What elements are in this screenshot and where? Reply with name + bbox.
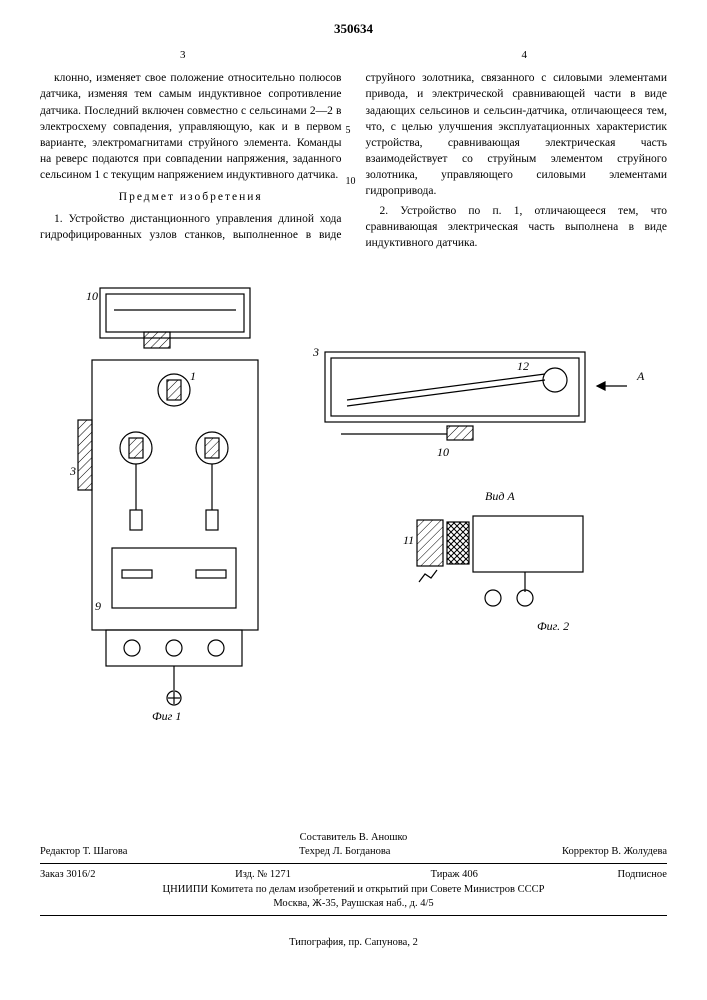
figure-2: 3 12 10 A Вид A 11 Фиг. 2: [307, 340, 667, 640]
column-numbers: 3 4: [40, 48, 667, 63]
fig2-label-12: 12: [517, 359, 529, 373]
fig1-label-10: 10: [86, 289, 98, 303]
line-number-10: 10: [346, 175, 356, 189]
col-num-left: 3: [180, 48, 186, 63]
col-num-right: 4: [522, 48, 528, 63]
paragraph-1: клонно, изменяет свое положение относите…: [40, 70, 342, 183]
fig2-label-10: 10: [437, 445, 449, 459]
body-text: клонно, изменяет свое положение относите…: [40, 70, 667, 270]
footer-editor: Редактор Т. Шагова: [40, 845, 127, 859]
fig1-label-3: 3: [69, 464, 76, 478]
fig1-caption: Фиг 1: [152, 709, 181, 720]
footer-compiler: Составитель В. Аношко: [40, 831, 667, 845]
footer-addr: Москва, Ж-35, Раушская наб., д. 4/5: [40, 897, 667, 911]
footer-tirazh: Тираж 406: [431, 868, 478, 882]
document-number: 350634: [40, 20, 667, 38]
fig1-label-1: 1: [190, 369, 196, 383]
footer: Составитель В. Аношко Редактор Т. Шагова…: [40, 831, 667, 920]
footer-typo: Типография, пр. Сапунова, 2: [0, 936, 707, 950]
fig2-vid-a: Вид A: [485, 489, 515, 503]
fig2-label-A: A: [636, 369, 645, 383]
footer-tech: Техред Л. Богданова: [299, 845, 390, 859]
footer-order: Заказ 3016/2: [40, 868, 95, 882]
fig2-label-11: 11: [403, 533, 414, 547]
footer-sign: Подписное: [618, 868, 667, 882]
footer-corrector: Корректор В. Жолудева: [562, 845, 667, 859]
fig1-label-9: 9: [95, 599, 101, 613]
claims-heading: Предмет изобретения: [40, 189, 342, 205]
figures-area: 10 3 9 1 Фиг 1: [40, 280, 667, 740]
figure-1: 10 3 9 1 Фиг 1: [40, 280, 280, 720]
fig2-label-3: 3: [312, 345, 319, 359]
footer-org: ЦНИИПИ Комитета по делам изобретений и о…: [40, 883, 667, 897]
page: 350634 3 4 5 10 клонно, изменяет свое по…: [0, 0, 707, 1000]
fig2-caption: Фиг. 2: [537, 619, 569, 633]
footer-izd: Изд. № 1271: [235, 868, 291, 882]
claim-2: 2. Устройство по п. 1, отличающееся тем,…: [366, 203, 668, 251]
line-number-5: 5: [346, 124, 351, 138]
